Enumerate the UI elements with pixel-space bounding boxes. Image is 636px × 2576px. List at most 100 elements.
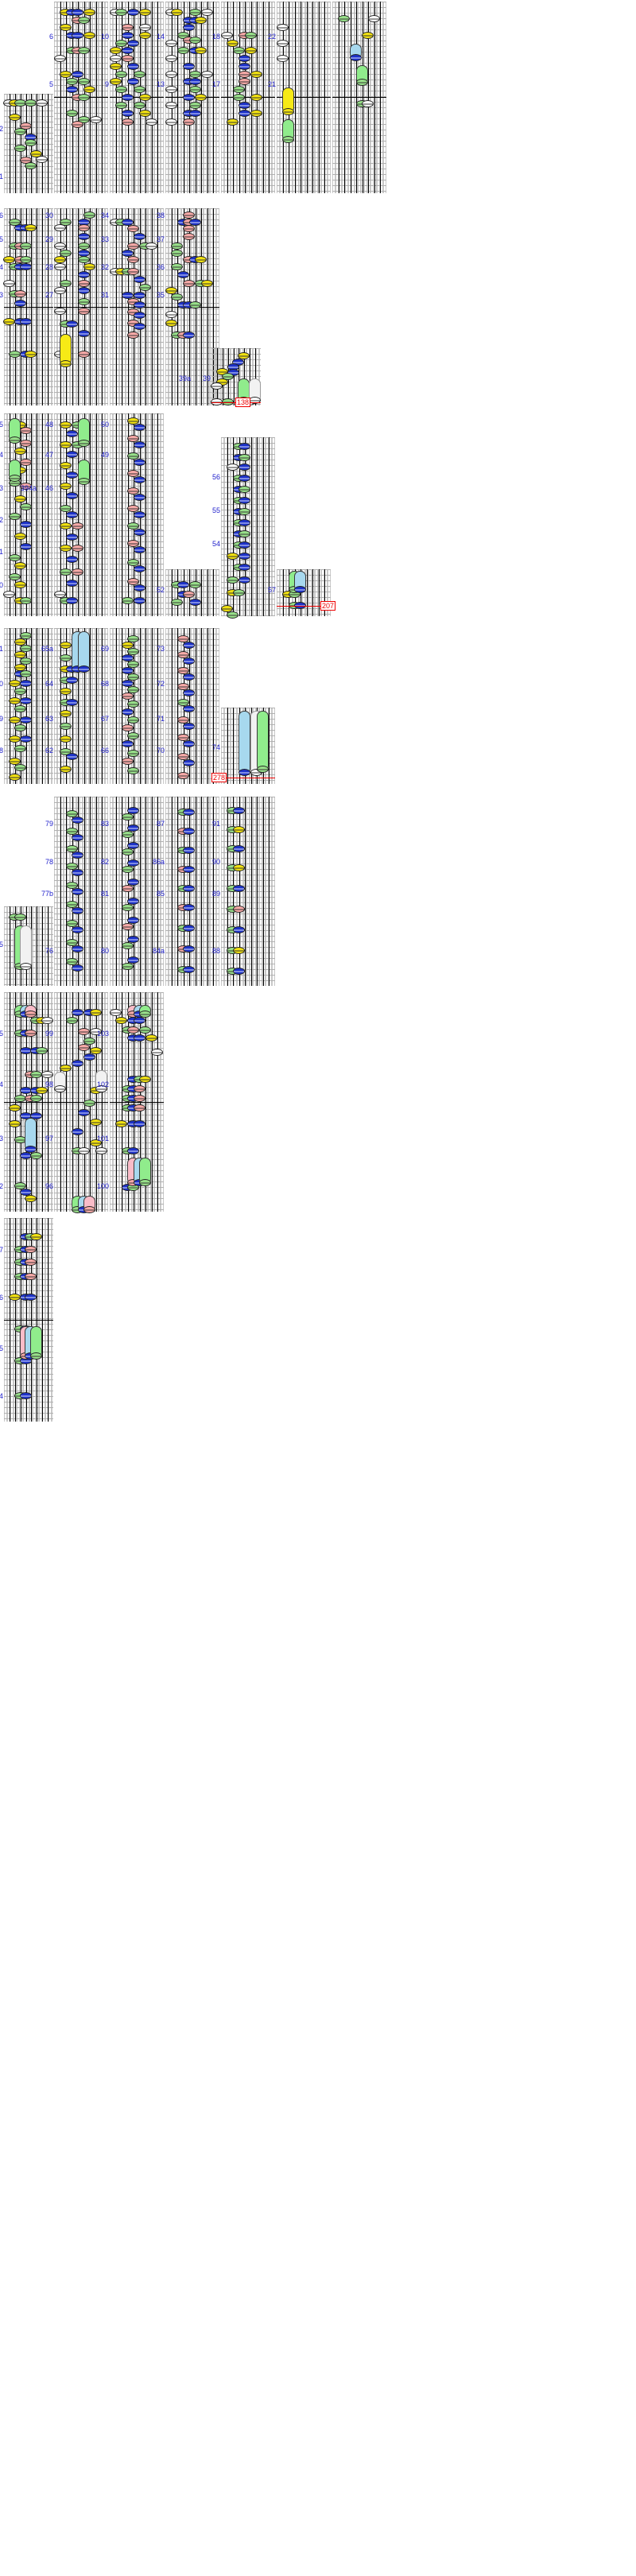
blue-marker[interactable] (83, 1053, 95, 1061)
green-marker[interactable] (78, 78, 90, 85)
yellow-marker[interactable] (110, 47, 122, 54)
green-marker[interactable] (134, 71, 145, 78)
white-marker[interactable] (277, 40, 289, 47)
blue-marker[interactable] (183, 24, 195, 31)
yellow-marker[interactable] (165, 320, 177, 327)
yellow-marker[interactable] (14, 562, 26, 569)
pink-marker[interactable] (78, 1044, 90, 1051)
green-marker[interactable] (14, 724, 26, 731)
yellow-marker[interactable] (90, 1047, 102, 1054)
blue-marker[interactable] (127, 807, 139, 814)
green-marker[interactable] (66, 810, 78, 817)
marker[interactable] (78, 1147, 90, 1154)
blue-marker[interactable] (66, 753, 78, 760)
white-marker[interactable] (54, 287, 66, 294)
bar-cap-marker[interactable] (95, 1085, 107, 1092)
pink-marker[interactable] (134, 1095, 145, 1102)
pink-marker[interactable] (127, 435, 139, 442)
pink-marker[interactable] (122, 758, 134, 765)
yellow-marker[interactable] (362, 32, 374, 39)
yellow-marker[interactable] (83, 9, 95, 16)
green-marker[interactable] (127, 732, 139, 739)
blue-marker[interactable] (238, 475, 250, 482)
pink-marker[interactable] (127, 505, 139, 512)
blue-marker[interactable] (183, 740, 195, 747)
green-marker[interactable] (25, 139, 37, 146)
yellow-marker[interactable] (14, 638, 26, 646)
blue-marker[interactable] (127, 842, 139, 849)
green-marker[interactable] (227, 611, 238, 619)
blue-marker[interactable] (134, 1017, 145, 1024)
blue-marker[interactable] (183, 885, 195, 892)
blue-marker[interactable] (66, 699, 78, 706)
yellow-marker[interactable] (233, 826, 245, 833)
yellow-marker[interactable] (195, 47, 207, 54)
pink-marker[interactable] (183, 280, 195, 287)
yellow-marker[interactable] (90, 1009, 102, 1016)
yellow-marker[interactable] (60, 24, 72, 31)
pink-marker[interactable] (238, 71, 250, 78)
blue-marker[interactable] (183, 904, 195, 911)
bar-cap-marker[interactable] (60, 360, 72, 367)
blue-marker[interactable] (233, 926, 245, 933)
green-marker[interactable] (20, 503, 32, 510)
green-marker[interactable] (66, 110, 78, 117)
blue-marker[interactable] (72, 945, 83, 952)
yellow-marker[interactable] (9, 774, 21, 781)
yellow-marker[interactable] (60, 462, 72, 469)
white-marker[interactable] (95, 1147, 107, 1154)
green-marker[interactable] (122, 904, 134, 911)
green-marker[interactable] (78, 17, 90, 24)
blue-marker[interactable] (20, 735, 32, 743)
blue-marker[interactable] (134, 424, 145, 431)
blue-marker[interactable] (183, 828, 195, 835)
green-marker[interactable] (127, 559, 139, 566)
green-marker[interactable] (134, 102, 145, 109)
green-marker[interactable] (171, 599, 183, 606)
blue-marker[interactable] (66, 86, 78, 93)
white-marker[interactable] (110, 55, 122, 62)
green-marker[interactable] (189, 301, 201, 308)
blue-marker[interactable] (238, 443, 250, 450)
blue-marker[interactable] (183, 759, 195, 766)
blue-marker[interactable] (134, 1034, 145, 1042)
green-marker[interactable] (189, 102, 201, 109)
blue-marker[interactable] (66, 451, 78, 458)
blue-marker[interactable] (66, 556, 78, 563)
blue-marker[interactable] (72, 9, 83, 16)
blue-marker[interactable] (134, 301, 145, 308)
green-marker[interactable] (83, 1100, 95, 1107)
yellow-marker[interactable] (238, 352, 250, 359)
blue-marker[interactable] (238, 55, 250, 62)
bar-cap-marker[interactable] (356, 79, 368, 86)
bar-cap-marker[interactable] (78, 440, 90, 447)
bar-cap-marker[interactable] (25, 1146, 37, 1153)
blue-marker[interactable] (72, 1009, 83, 1016)
blue-marker[interactable] (233, 885, 245, 892)
white-interval-bar[interactable] (20, 925, 32, 968)
green-marker[interactable] (66, 882, 78, 889)
yellow-marker[interactable] (245, 47, 257, 54)
blue-marker[interactable] (134, 233, 145, 240)
yellow-marker[interactable] (227, 118, 238, 126)
white-marker[interactable] (211, 382, 223, 390)
pink-marker[interactable] (238, 78, 250, 85)
blue-marker[interactable] (183, 332, 195, 339)
bar-cap-marker[interactable] (9, 436, 21, 444)
blue-marker[interactable] (25, 1294, 37, 1301)
white-marker[interactable] (165, 86, 177, 93)
green-marker[interactable] (222, 398, 234, 405)
yellow-marker[interactable] (36, 1087, 48, 1094)
green-marker[interactable] (20, 632, 32, 639)
green-marker[interactable] (127, 716, 139, 724)
blue-marker[interactable] (134, 276, 145, 283)
blue-marker[interactable] (134, 565, 145, 572)
yellow-marker[interactable] (201, 280, 213, 287)
blue-marker[interactable] (66, 580, 78, 587)
green-marker[interactable] (189, 71, 201, 78)
white-marker[interactable] (54, 308, 66, 315)
blue-marker[interactable] (66, 511, 78, 518)
yellow-marker[interactable] (115, 1017, 127, 1024)
pink-marker[interactable] (122, 24, 134, 31)
pink-marker[interactable] (25, 1246, 37, 1253)
